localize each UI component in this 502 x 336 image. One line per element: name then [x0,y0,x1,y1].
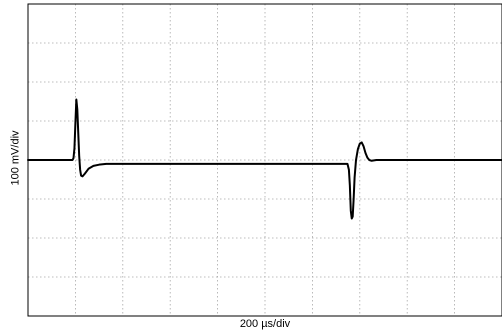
y-axis-label: 100 mV/div [10,130,22,186]
plot-frame [27,3,502,317]
x-axis-label: 200 µs/div [239,318,291,330]
y-axis-label-wrap: 100 mV/div [4,0,28,316]
waveform-trace [27,98,502,220]
trace-group [27,98,502,220]
grid [28,4,502,316]
